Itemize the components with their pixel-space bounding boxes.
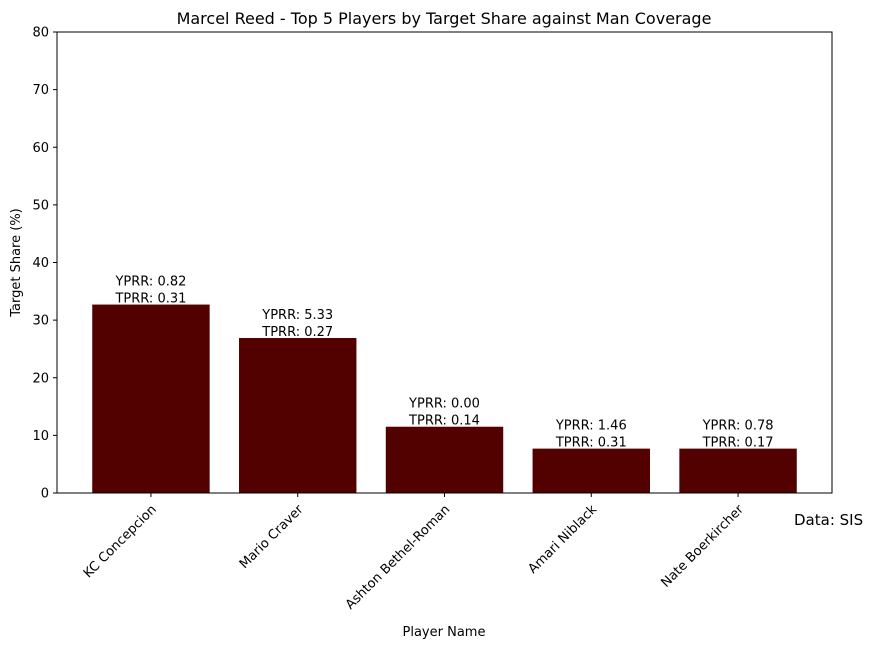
x-tick-label: KC Concepcion — [81, 502, 160, 581]
bar — [92, 304, 210, 493]
y-tick-label: 60 — [32, 141, 49, 156]
source-note: Data: SIS — [794, 511, 863, 529]
bar-annotation-tprr: TPRR: 0.31 — [555, 436, 627, 451]
bars — [92, 304, 797, 493]
y-axis-label: Target Share (%) — [9, 208, 24, 318]
y-tick-label: 70 — [32, 83, 49, 98]
y-axis: 0 10 20 30 40 50 60 70 80 — [32, 26, 57, 502]
bar-annotation-yprr: YPRR: 5.33 — [261, 308, 333, 323]
y-tick-label: 0 — [41, 487, 49, 502]
bar-annotation-tprr: TPRR: 0.31 — [114, 292, 186, 307]
x-tick-label: Nate Boerkircher — [658, 502, 747, 591]
bar-annotation-yprr: YPRR: 0.82 — [114, 275, 186, 290]
bar-annotation-yprr: YPRR: 1.46 — [555, 419, 627, 434]
y-tick-label: 30 — [32, 314, 49, 329]
y-tick-label: 80 — [32, 26, 49, 41]
x-axis-label: Player Name — [403, 625, 486, 640]
chart-title: Marcel Reed - Top 5 Players by Target Sh… — [177, 9, 712, 28]
bar — [679, 448, 797, 493]
y-tick-label: 10 — [32, 429, 49, 444]
bar — [385, 426, 504, 493]
data-labels: YPRR: 0.82 TPRR: 0.31 YPRR: 5.33 TPRR: 0.27… — [114, 275, 773, 451]
x-tick-label: Amari Niblack — [526, 502, 601, 577]
bar-annotation-tprr: TPRR: 0.14 — [408, 414, 480, 429]
plot-frame — [56, 31, 833, 494]
y-tick-label: 40 — [32, 256, 49, 271]
x-axis: KC Concepcion Mario Craver Ashton Bethel-R… — [81, 493, 747, 613]
bar — [239, 337, 357, 493]
x-tick-label: Mario Craver — [237, 502, 307, 572]
x-tick-label: Ashton Bethel-Roman — [343, 502, 453, 612]
bar-annotation-tprr: TPRR: 0.27 — [261, 325, 333, 340]
y-tick-label: 20 — [32, 371, 49, 386]
bar-annotation-tprr: TPRR: 0.17 — [702, 436, 774, 451]
bar-annotation-yprr: YPRR: 0.78 — [702, 419, 774, 434]
bar — [532, 448, 650, 493]
bar-annotation-yprr: YPRR: 0.00 — [408, 397, 480, 412]
y-tick-label: 50 — [32, 198, 49, 213]
